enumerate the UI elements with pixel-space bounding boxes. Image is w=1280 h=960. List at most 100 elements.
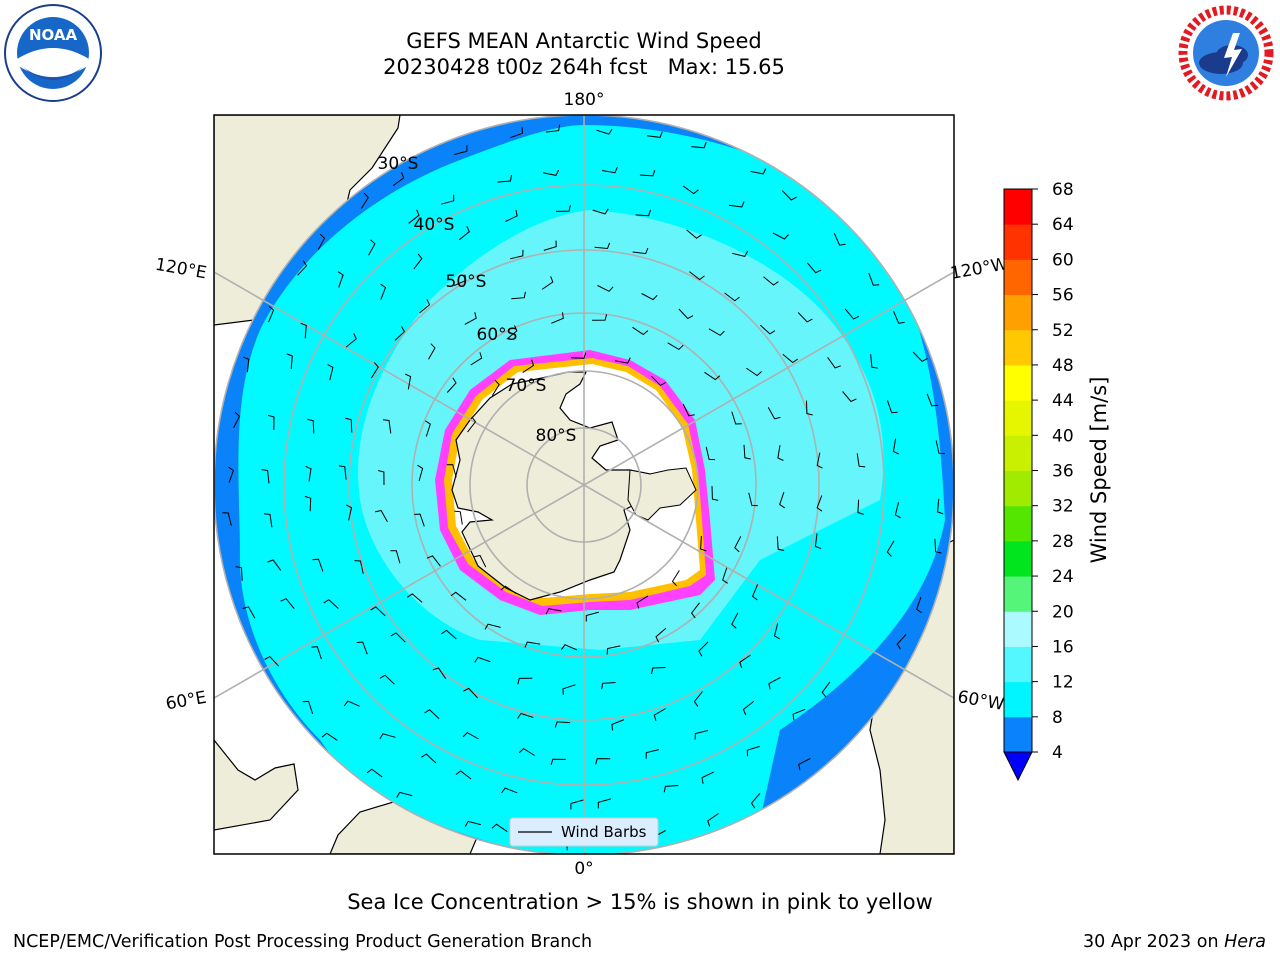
wind-barb: [734, 536, 742, 553]
wind-barb: [886, 400, 898, 414]
wind-barb: [857, 499, 864, 515]
wind-barb: [307, 418, 315, 434]
wind-barb: [739, 654, 751, 669]
colorbar-cell: [1004, 435, 1032, 471]
wind-barb: [731, 612, 739, 629]
wind-barb: [441, 629, 457, 640]
colorbar-tick-label: 32: [1052, 497, 1074, 517]
wind-barb: [614, 357, 631, 364]
colorbar-tick-label: 12: [1052, 673, 1074, 693]
wind-barb: [728, 201, 745, 208]
wind-barb: [896, 634, 907, 650]
wind-barb: [484, 623, 501, 630]
colorbar-cell: [1004, 224, 1032, 260]
wind-barb: [792, 708, 806, 721]
lon-label-60w: 60°W: [956, 687, 1006, 715]
wind-barb: [302, 700, 314, 714]
wind-barb: [816, 495, 823, 512]
wind-barb: [667, 342, 684, 351]
wind-barb: [421, 753, 437, 764]
wind-barb: [601, 682, 616, 690]
colorbar-cell: [1004, 505, 1032, 542]
wind-barb: [746, 745, 760, 757]
lat-label-80s: 80°S: [536, 426, 577, 446]
wind-barb: [562, 684, 576, 695]
wind-barb: [561, 644, 578, 651]
wind-barb: [686, 229, 702, 239]
wind-barb: [602, 166, 618, 174]
colorbar-cell: [1004, 681, 1032, 718]
wind-barb: [763, 276, 779, 286]
wind-barb: [454, 510, 463, 525]
colorbar-tick-label: 8: [1052, 708, 1063, 728]
wind-barb: [379, 674, 395, 685]
wind-barb: [497, 175, 512, 183]
wind-barb: [751, 584, 759, 601]
wind-barb: [419, 299, 431, 314]
wind-barb: [428, 343, 436, 360]
wind-barb: [746, 367, 762, 377]
wind-barb: [356, 641, 368, 655]
wind-barb: [722, 567, 728, 584]
colorbar-tick-label: 44: [1052, 391, 1074, 411]
wind-barb: [267, 559, 282, 571]
wind-barb: [317, 233, 326, 250]
wind-barb: [541, 276, 554, 290]
wind-barb: [235, 566, 243, 581]
run-date: 30 Apr 2023 on Hera: [1083, 932, 1266, 952]
colorbar-tick-label: 40: [1052, 426, 1074, 446]
wind-barb: [441, 194, 455, 205]
wind-barb: [425, 420, 431, 437]
wind-barb: [377, 470, 385, 486]
wind-barb: [750, 168, 767, 175]
wind-barb: [641, 293, 658, 301]
wind-barb: [632, 247, 649, 255]
wind-barb: [777, 445, 784, 461]
wind-barb: [842, 391, 857, 403]
wind-barb: [414, 513, 425, 527]
machine-name: Hera: [1224, 932, 1266, 952]
lon-label-60e: 60°E: [164, 688, 208, 715]
colorbar-cell: [1004, 716, 1032, 753]
wind-barb: [463, 687, 478, 699]
wind-barb: [360, 192, 369, 209]
wind-barb: [522, 359, 535, 374]
wind-barb: [505, 209, 518, 222]
graticule: [214, 115, 954, 854]
wind-barb: [268, 414, 275, 431]
wind-barb: [934, 538, 942, 554]
wind-barb: [772, 232, 789, 240]
lat-label-30s: 30°S: [378, 154, 419, 174]
wind-barb: [379, 733, 396, 740]
wind-barb: [691, 142, 707, 149]
legend-label: Wind Barbs: [561, 823, 647, 841]
wind-barb: [233, 411, 241, 429]
colorbar-cell: [1004, 540, 1032, 577]
wind-barb: [368, 239, 376, 256]
wind-barb: [426, 555, 441, 567]
wind-barb: [511, 291, 526, 300]
wind-barb: [821, 681, 831, 698]
lon-label-180: 180°: [564, 90, 605, 110]
wind-barb: [645, 749, 660, 759]
wind-barb: [464, 820, 481, 827]
colorbar-tick-label: 60: [1052, 250, 1074, 270]
wind-barb: [806, 262, 822, 274]
wind-barb: [592, 208, 609, 215]
wind-barb: [635, 209, 651, 217]
colorbar-cell: [1004, 329, 1032, 366]
map-subtitle: 20230428 t00z 264h fcst Max: 15.65: [383, 55, 785, 79]
colorbar-cell: [1004, 576, 1032, 612]
wind-barb: [694, 730, 709, 740]
wind-barb: [366, 768, 383, 778]
wind-barb: [916, 596, 922, 614]
wind-barb: [693, 691, 703, 707]
wind-barb: [663, 785, 679, 793]
wind-barb: [701, 771, 714, 784]
colorbar-tick-label: 52: [1052, 321, 1074, 341]
wind-barb: [338, 465, 347, 480]
wind-barb: [501, 787, 518, 794]
colorbar-border: [1003, 188, 1033, 753]
wind-barb: [779, 492, 785, 509]
